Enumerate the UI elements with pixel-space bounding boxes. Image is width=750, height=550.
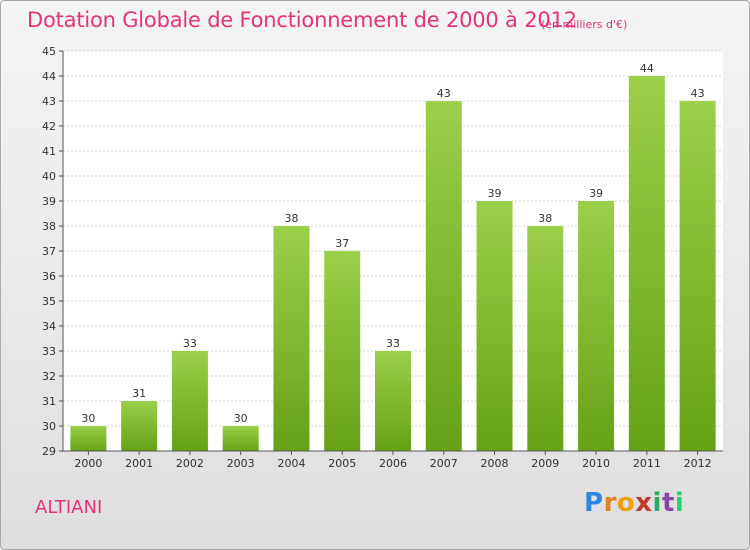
bar-2000[interactable] [70,426,107,451]
y-tick-label: 45 [42,45,56,58]
bar-2007[interactable] [425,101,462,451]
bar-value-label: 38 [538,212,552,225]
chart-unit: (en milliers d'€) [541,18,628,31]
proxiti-logo[interactable]: Proxiti [584,488,684,518]
bar-2012[interactable] [679,101,716,451]
bar-value-label: 43 [691,87,705,100]
bar-2003[interactable] [222,426,259,451]
commune-name: ALTIANI [35,497,103,518]
logo-letter: r [603,488,617,518]
logo-letter: i [652,488,662,518]
y-tick-label: 32 [42,370,56,383]
bar-value-label: 39 [589,187,603,200]
x-tick-label: 2004 [277,457,305,470]
logo-letter: t [661,488,675,518]
y-tick-label: 40 [42,170,56,183]
y-tick-label: 33 [42,345,56,358]
x-tick-label: 2002 [176,457,204,470]
bar-2008[interactable] [476,201,513,451]
bar-value-label: 33 [386,337,400,350]
y-axis-ticks: 29 30 31 32 33 34 35 36 37 38 39 40 41 42 43 44 45 [42,45,63,458]
y-tick-label: 39 [42,195,56,208]
x-tick-label: 2011 [633,457,661,470]
x-tick-label: 2005 [328,457,356,470]
y-tick-label: 36 [42,270,56,283]
bar-2004[interactable] [273,226,310,451]
bar-2002[interactable] [171,351,208,451]
bar-value-label: 30 [234,412,248,425]
x-tick-label: 2010 [582,457,610,470]
bar-2011[interactable] [628,76,665,451]
y-tick-label: 41 [42,145,56,158]
y-tick-label: 29 [42,445,56,458]
x-tick-label: 2007 [430,457,458,470]
x-tick-label: 2006 [379,457,407,470]
logo-letter: P [584,488,604,518]
y-tick-label: 31 [42,395,56,408]
bar-value-label: 37 [335,237,349,250]
y-tick-label: 34 [42,320,56,333]
x-tick-label: 2001 [125,457,153,470]
y-tick-label: 42 [42,120,56,133]
bar-2001[interactable] [121,401,158,451]
y-tick-label: 38 [42,220,56,233]
logo-letter: i [674,488,685,518]
bars: 30 31 33 30 38 37 33 43 39 38 39 44 43 [70,62,716,451]
y-tick-label: 37 [42,245,56,258]
y-tick-label: 44 [42,70,56,83]
bar-2006[interactable] [375,351,411,451]
bar-value-label: 43 [437,87,451,100]
y-tick-label: 30 [42,420,56,433]
bar-value-label: 31 [132,387,146,400]
x-tick-label: 2012 [684,457,712,470]
x-tick-label: 2000 [74,457,102,470]
x-tick-label: 2009 [531,457,559,470]
bar-2009[interactable] [527,226,564,451]
x-tick-label: 2003 [227,457,255,470]
x-axis-ticks: 2000 2001 2002 2003 2004 2005 2006 2007 2008 2009… [74,451,712,470]
bar-2010[interactable] [578,201,615,451]
bar-2005[interactable] [324,251,361,451]
x-tick-label: 2008 [481,457,509,470]
logo-letter: o [616,488,636,518]
bar-value-label: 33 [183,337,197,350]
chart-title: Dotation Globale de Fonctionnement de 20… [27,8,577,32]
y-tick-label: 35 [42,295,56,308]
bar-value-label: 30 [81,412,95,425]
bar-value-label: 44 [640,62,654,75]
logo-letter: x [635,488,653,518]
y-tick-label: 43 [42,95,56,108]
bar-value-label: 39 [488,187,502,200]
bar-value-label: 38 [284,212,298,225]
